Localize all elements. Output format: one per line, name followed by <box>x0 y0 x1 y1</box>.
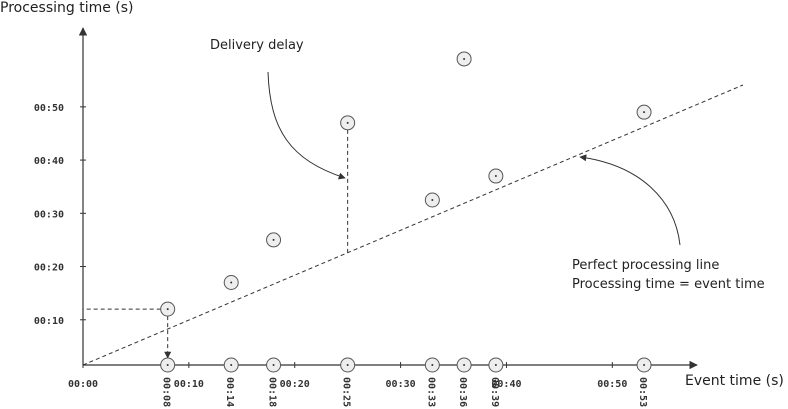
event-dot <box>166 364 169 366</box>
event-dot <box>463 364 466 366</box>
annotation: Delivery delay <box>210 38 304 53</box>
x-tick-label: 00:10 <box>174 379 204 390</box>
event-label: 00:39 <box>489 377 500 407</box>
annotation: Processing time = event time <box>572 277 765 292</box>
y-tick-label: 00:40 <box>34 156 64 167</box>
point-dot <box>272 238 275 241</box>
point-dot <box>230 281 233 284</box>
point-dot <box>463 57 466 60</box>
y-axis-title: Processing time (s) <box>0 0 134 16</box>
event-label: 00:08 <box>161 377 172 407</box>
point-dot <box>494 175 497 178</box>
y-tick-label: 00:10 <box>34 316 64 327</box>
y-tick-label: 00:50 <box>34 103 64 114</box>
event-dot <box>346 364 349 366</box>
event-label: 00:53 <box>637 377 648 407</box>
event-label: 00:33 <box>425 377 436 407</box>
annotation: Perfect processing line <box>572 258 719 273</box>
event-label: 00:18 <box>267 377 278 407</box>
event-dot <box>230 364 233 366</box>
x-tick-label: 00:00 <box>68 379 98 390</box>
event-label: 00:14 <box>224 377 235 407</box>
event-dot <box>272 364 275 366</box>
event-dot <box>494 364 497 366</box>
point-dot <box>346 121 349 124</box>
annotation-arrow <box>579 154 681 246</box>
x-tick-label: 00:40 <box>491 379 521 390</box>
point-dot <box>431 199 434 201</box>
event-dot <box>643 364 646 366</box>
event-dot <box>431 364 434 366</box>
y-tick-label: 00:20 <box>34 263 64 274</box>
event-label: 00:36 <box>457 377 468 407</box>
point-dot <box>166 308 169 311</box>
annotation-arrow <box>267 71 346 180</box>
x-tick-label: 00:20 <box>280 379 310 390</box>
x-axis-title: Event time (s) <box>685 373 784 389</box>
event-label: 00:25 <box>341 377 352 407</box>
perfect-line <box>82 84 744 366</box>
x-tick-label: 00:30 <box>386 379 416 390</box>
y-tick-label: 00:30 <box>34 209 64 220</box>
point-dot <box>643 111 646 114</box>
x-tick-label: 00:50 <box>597 379 627 390</box>
